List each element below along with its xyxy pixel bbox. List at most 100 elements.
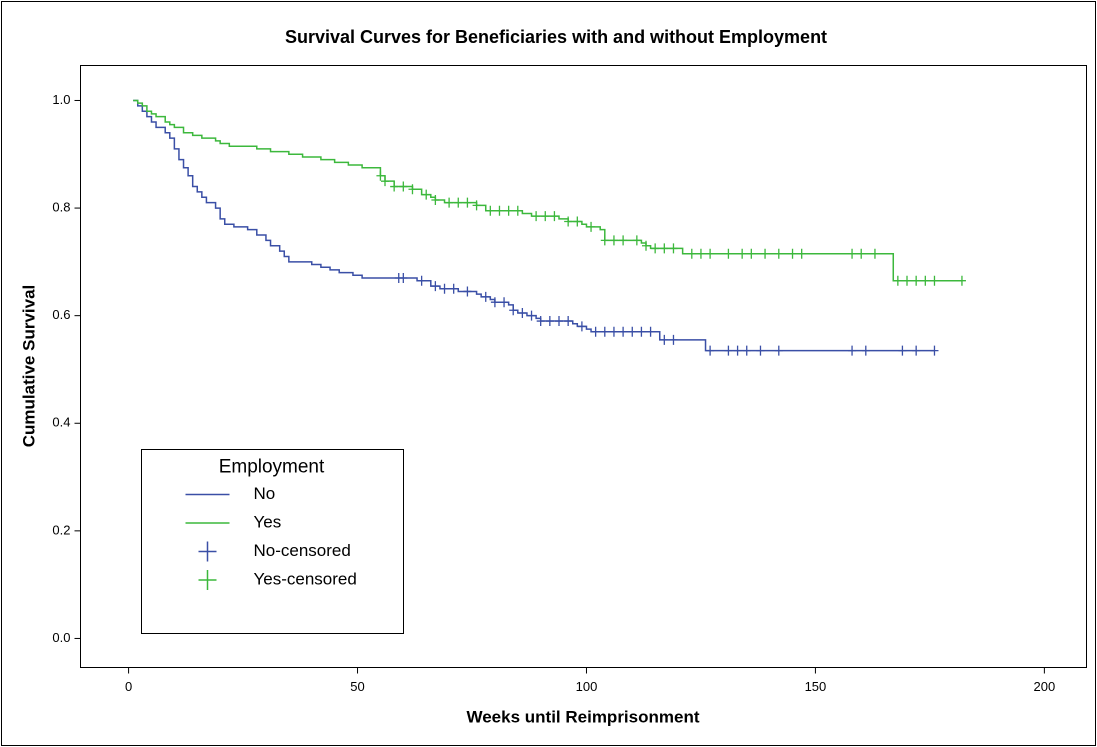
censored-mark	[870, 248, 879, 259]
censored-mark	[706, 345, 715, 356]
censored-mark	[724, 248, 733, 259]
x-tick-label: 150	[805, 679, 827, 694]
censored-mark	[687, 248, 696, 259]
y-tick-label: 0.2	[52, 522, 70, 537]
censored-mark	[449, 283, 458, 294]
censored-mark	[422, 189, 431, 200]
censored-mark	[577, 321, 586, 332]
censored-mark	[706, 248, 715, 259]
y-axis-label: Cumulative Survival	[19, 285, 38, 448]
censored-mark	[848, 248, 857, 259]
censored-mark	[642, 240, 651, 251]
censored-mark	[861, 345, 870, 356]
censored-mark	[930, 345, 939, 356]
censored-mark	[381, 176, 390, 187]
plot-frame	[80, 65, 1087, 668]
censored-mark	[609, 235, 618, 246]
x-tick-label: 50	[350, 679, 364, 694]
y-tick-label: 0.8	[52, 200, 70, 215]
censored-mark	[555, 316, 564, 327]
x-tick-label: 0	[125, 679, 132, 694]
censored-mark	[527, 310, 536, 321]
censored-mark	[797, 248, 806, 259]
censored-mark	[509, 305, 518, 316]
censored-mark	[472, 200, 481, 211]
censored-mark	[532, 211, 541, 222]
censored-mark	[454, 197, 463, 208]
censored-mark	[513, 205, 522, 216]
censored-mark	[903, 275, 912, 286]
censored-mark	[788, 248, 797, 259]
censored-mark	[463, 286, 472, 297]
censored-mark	[628, 326, 637, 337]
censored-mark	[564, 316, 573, 327]
legend-box	[141, 449, 404, 634]
censored-mark	[399, 273, 408, 284]
survival-curve	[133, 99, 935, 352]
censored-mark	[756, 345, 765, 356]
censored-mark	[619, 235, 628, 246]
censored-mark	[957, 275, 966, 286]
censored-mark	[417, 275, 426, 286]
censored-mark	[733, 345, 742, 356]
censored-mark	[390, 181, 399, 192]
legend-marker	[198, 541, 217, 562]
censored-mark	[486, 205, 495, 216]
censored-mark	[545, 316, 554, 327]
censored-mark	[651, 243, 660, 254]
censored-mark	[536, 316, 545, 327]
y-tick-label: 0.6	[52, 307, 70, 322]
censored-mark	[495, 205, 504, 216]
censored-mark	[431, 281, 440, 292]
censored-mark	[921, 275, 930, 286]
censored-mark	[376, 170, 385, 181]
censored-mark	[587, 221, 596, 232]
censored-mark	[481, 291, 490, 302]
censored-mark	[747, 248, 756, 259]
censored-mark	[646, 326, 655, 337]
censored-mark	[774, 345, 783, 356]
censored-mark	[660, 243, 669, 254]
censored-mark	[619, 326, 628, 337]
censored-mark	[504, 205, 513, 216]
censored-mark	[591, 326, 600, 337]
censored-mark	[573, 216, 582, 227]
censored-mark	[724, 345, 733, 356]
censored-mark	[857, 248, 866, 259]
censored-mark	[564, 216, 573, 227]
legend-label: No-censored	[254, 541, 351, 560]
censored-mark	[774, 248, 783, 259]
x-tick-label: 200	[1034, 679, 1056, 694]
x-tick-label: 100	[576, 679, 598, 694]
censored-mark	[431, 194, 440, 205]
legend-label: No	[254, 484, 276, 503]
censored-mark	[912, 345, 921, 356]
x-axis-label: Weeks until Reimprisonment	[466, 707, 699, 726]
censored-mark	[445, 197, 454, 208]
censored-mark	[637, 326, 646, 337]
censored-mark	[660, 334, 669, 345]
chart-title: Survival Curves for Beneficiaries with a…	[285, 27, 827, 47]
y-tick-label: 1.0	[52, 92, 70, 107]
censored-mark	[893, 275, 902, 286]
censored-mark	[669, 243, 678, 254]
legend-label: Yes-censored	[254, 569, 357, 588]
censored-mark	[490, 297, 499, 308]
censored-mark	[440, 283, 449, 294]
censored-mark	[696, 248, 705, 259]
censored-mark	[898, 345, 907, 356]
y-tick-label: 0.0	[52, 630, 70, 645]
censored-mark	[541, 211, 550, 222]
censored-mark	[600, 235, 609, 246]
censored-mark	[609, 326, 618, 337]
censored-mark	[761, 248, 770, 259]
censored-mark	[500, 297, 509, 308]
censored-mark	[600, 326, 609, 337]
censored-mark	[912, 275, 921, 286]
censored-mark	[632, 235, 641, 246]
censored-mark	[669, 334, 678, 345]
censored-mark	[408, 184, 417, 195]
censored-mark	[399, 181, 408, 192]
censored-mark	[463, 197, 472, 208]
